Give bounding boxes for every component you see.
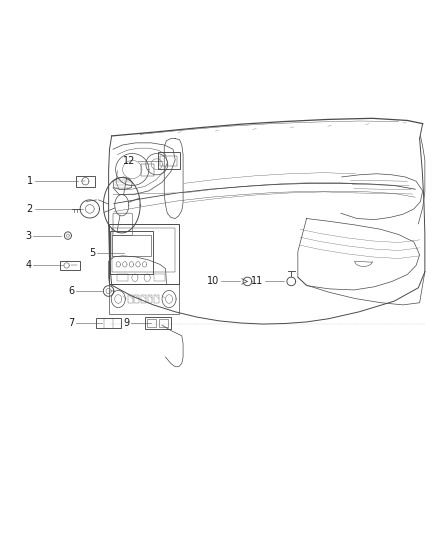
Bar (109, 284, 179, 314)
Text: 4: 4 (25, 261, 32, 270)
Bar (110, 231, 153, 274)
Bar (112, 235, 151, 256)
Bar (141, 295, 146, 303)
Text: 12: 12 (124, 156, 136, 166)
Text: 5: 5 (89, 248, 95, 257)
Bar (76, 176, 95, 187)
Text: 9: 9 (123, 318, 129, 328)
Text: 6: 6 (68, 286, 74, 296)
Bar (154, 295, 159, 303)
Bar (117, 274, 128, 281)
Bar (60, 261, 80, 270)
Text: 11: 11 (251, 277, 263, 286)
Text: 1: 1 (27, 176, 33, 186)
Bar (148, 295, 152, 303)
Text: 10: 10 (207, 277, 219, 286)
Text: 2: 2 (27, 204, 33, 214)
Bar (147, 319, 156, 327)
Bar (145, 317, 171, 329)
Bar (154, 274, 165, 281)
Bar (128, 295, 133, 303)
Bar (96, 318, 121, 328)
Bar (160, 156, 177, 166)
Bar (134, 295, 139, 303)
Bar (159, 319, 168, 327)
Bar (112, 228, 175, 272)
Bar (158, 152, 180, 169)
Text: 7: 7 (68, 318, 74, 328)
Bar (109, 224, 179, 284)
Bar (141, 164, 154, 176)
Text: 3: 3 (25, 231, 32, 240)
